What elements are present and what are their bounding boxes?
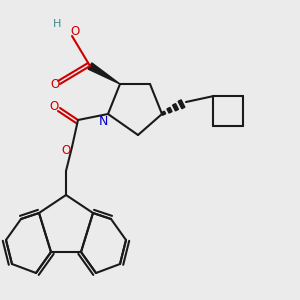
Text: N: N [99,115,108,128]
Text: O: O [70,25,80,38]
Polygon shape [88,63,120,84]
Polygon shape [172,103,178,111]
Polygon shape [161,111,166,115]
Text: O: O [50,77,59,91]
Text: O: O [61,143,70,157]
Polygon shape [178,100,185,109]
Text: H: H [53,19,61,29]
Polygon shape [167,107,172,113]
Text: O: O [50,100,58,113]
